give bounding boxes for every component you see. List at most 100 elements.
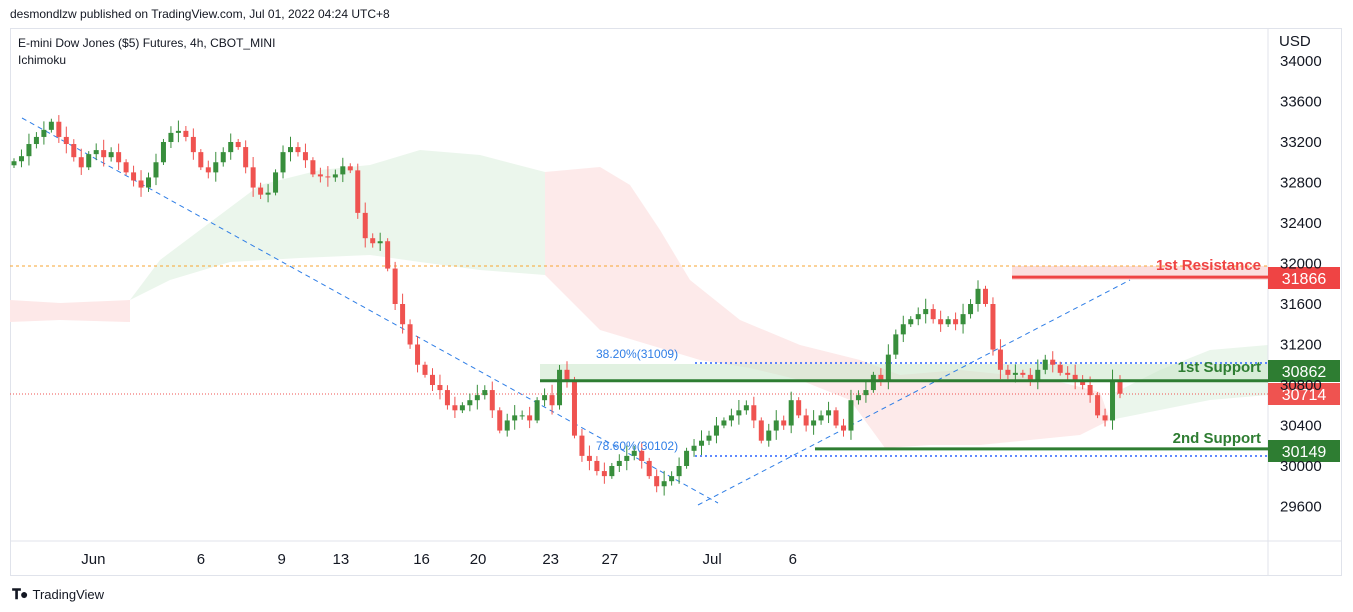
candle-body — [1110, 379, 1116, 421]
candle-body — [997, 349, 1003, 370]
candle-body — [101, 150, 107, 158]
candle-body — [908, 319, 914, 325]
candle-body — [691, 445, 697, 451]
support-zone — [540, 364, 1268, 380]
candle-body — [474, 395, 480, 401]
x-tick-label: 16 — [413, 551, 430, 568]
candle-body — [676, 466, 682, 477]
candle-body — [26, 144, 32, 157]
candle-body — [571, 379, 577, 436]
candle-body — [878, 374, 884, 380]
candle-body — [1005, 369, 1011, 375]
candle-body — [1035, 369, 1041, 380]
y-tick-label: 32000 — [1280, 256, 1322, 273]
candle-body — [654, 476, 660, 487]
candle-body — [1117, 379, 1123, 394]
candle-body — [489, 390, 495, 411]
support2-label: 2nd Support — [1173, 430, 1261, 447]
cloud-bearish-left — [10, 300, 130, 322]
candle-body — [646, 460, 652, 477]
candle-body — [317, 174, 323, 177]
candle-body — [893, 334, 899, 355]
candle-body — [579, 435, 585, 456]
y-tick-label: 32800 — [1280, 175, 1322, 192]
candle-body — [811, 420, 817, 426]
currency-label[interactable]: USD — [1279, 33, 1311, 50]
x-tick-label: 6 — [197, 551, 205, 568]
candle-body — [758, 420, 764, 441]
levels: 1st Resistance 1st Support 2nd Support 3186… — [540, 257, 1340, 462]
candle-body — [721, 420, 727, 426]
candle-body — [228, 142, 234, 153]
axes: 29600 30000 30400 30800 31200 31600 32000 32400… — [81, 53, 1321, 568]
candle-body — [669, 476, 675, 482]
y-tick-label: 34000 — [1280, 53, 1322, 70]
candle-body — [706, 435, 712, 441]
candle-body — [945, 319, 951, 325]
support1-price-tag-bg — [1268, 360, 1340, 382]
candle-body — [900, 324, 906, 335]
candle-body — [385, 241, 391, 269]
candle-body — [452, 405, 458, 411]
candle-body — [288, 147, 293, 153]
publish-info: desmondlzw published on TradingView.com,… — [10, 7, 390, 21]
candle-body — [848, 400, 854, 431]
candle-body — [153, 162, 159, 178]
candle-body — [93, 150, 99, 155]
x-tick-label: 9 — [278, 551, 286, 568]
candle-body — [18, 156, 24, 162]
y-tick-label: 31600 — [1280, 296, 1322, 313]
candle-body — [504, 420, 510, 431]
y-tick-label: 33200 — [1280, 134, 1322, 151]
candle-body — [362, 212, 368, 239]
candle-body — [280, 152, 286, 173]
candle-body — [33, 136, 39, 145]
current-price-tag: 30714 — [1282, 387, 1327, 404]
candle-body — [699, 440, 705, 446]
symbol-line: E-mini Dow Jones ($5) Futures, 4h, CBOT_… — [18, 36, 276, 50]
candle-body — [250, 167, 256, 188]
candle-body — [863, 390, 869, 396]
candle-body — [205, 167, 211, 173]
resistance-price-tag: 31866 — [1282, 271, 1327, 288]
candle-body — [258, 187, 264, 195]
candle-body — [48, 121, 54, 130]
x-tick-label: 6 — [789, 551, 797, 568]
support2-price-tag-bg — [1268, 440, 1340, 462]
candle-body — [751, 405, 757, 421]
fib-78-label: 78.60%(30102) — [596, 439, 678, 453]
candle-body — [146, 177, 152, 188]
candle-body — [168, 132, 174, 142]
candle-body — [586, 455, 592, 461]
candle-body — [183, 130, 189, 137]
candle-body — [512, 415, 518, 421]
candle-body — [661, 481, 667, 487]
candle-body — [601, 471, 607, 477]
candle-body — [422, 364, 428, 375]
candle-body — [377, 241, 383, 244]
candle-body — [855, 395, 861, 401]
y-tick-label: 32400 — [1280, 215, 1322, 232]
support1-label: 1st Support — [1178, 359, 1261, 376]
candle-body — [1087, 385, 1093, 396]
candle-body — [56, 121, 62, 137]
candle-body — [295, 147, 301, 153]
chart-legend: E-mini Dow Jones ($5) Futures, 4h, CBOT_… — [18, 35, 275, 69]
current-price-tag-bg — [1268, 383, 1340, 405]
candle-body — [437, 385, 443, 391]
candle-body — [415, 344, 421, 365]
candles — [11, 115, 1123, 496]
candle-body — [549, 395, 555, 406]
candle-body — [773, 420, 779, 431]
candle-body — [728, 415, 734, 421]
candle-body — [190, 136, 196, 153]
candle-body — [870, 374, 876, 391]
candle-body — [108, 152, 114, 158]
candle-body — [527, 415, 533, 421]
candle-body — [624, 455, 630, 461]
candle-body — [534, 400, 540, 421]
candle-body — [429, 374, 435, 385]
candle-body — [138, 180, 144, 188]
x-tick-label: 20 — [470, 551, 487, 568]
